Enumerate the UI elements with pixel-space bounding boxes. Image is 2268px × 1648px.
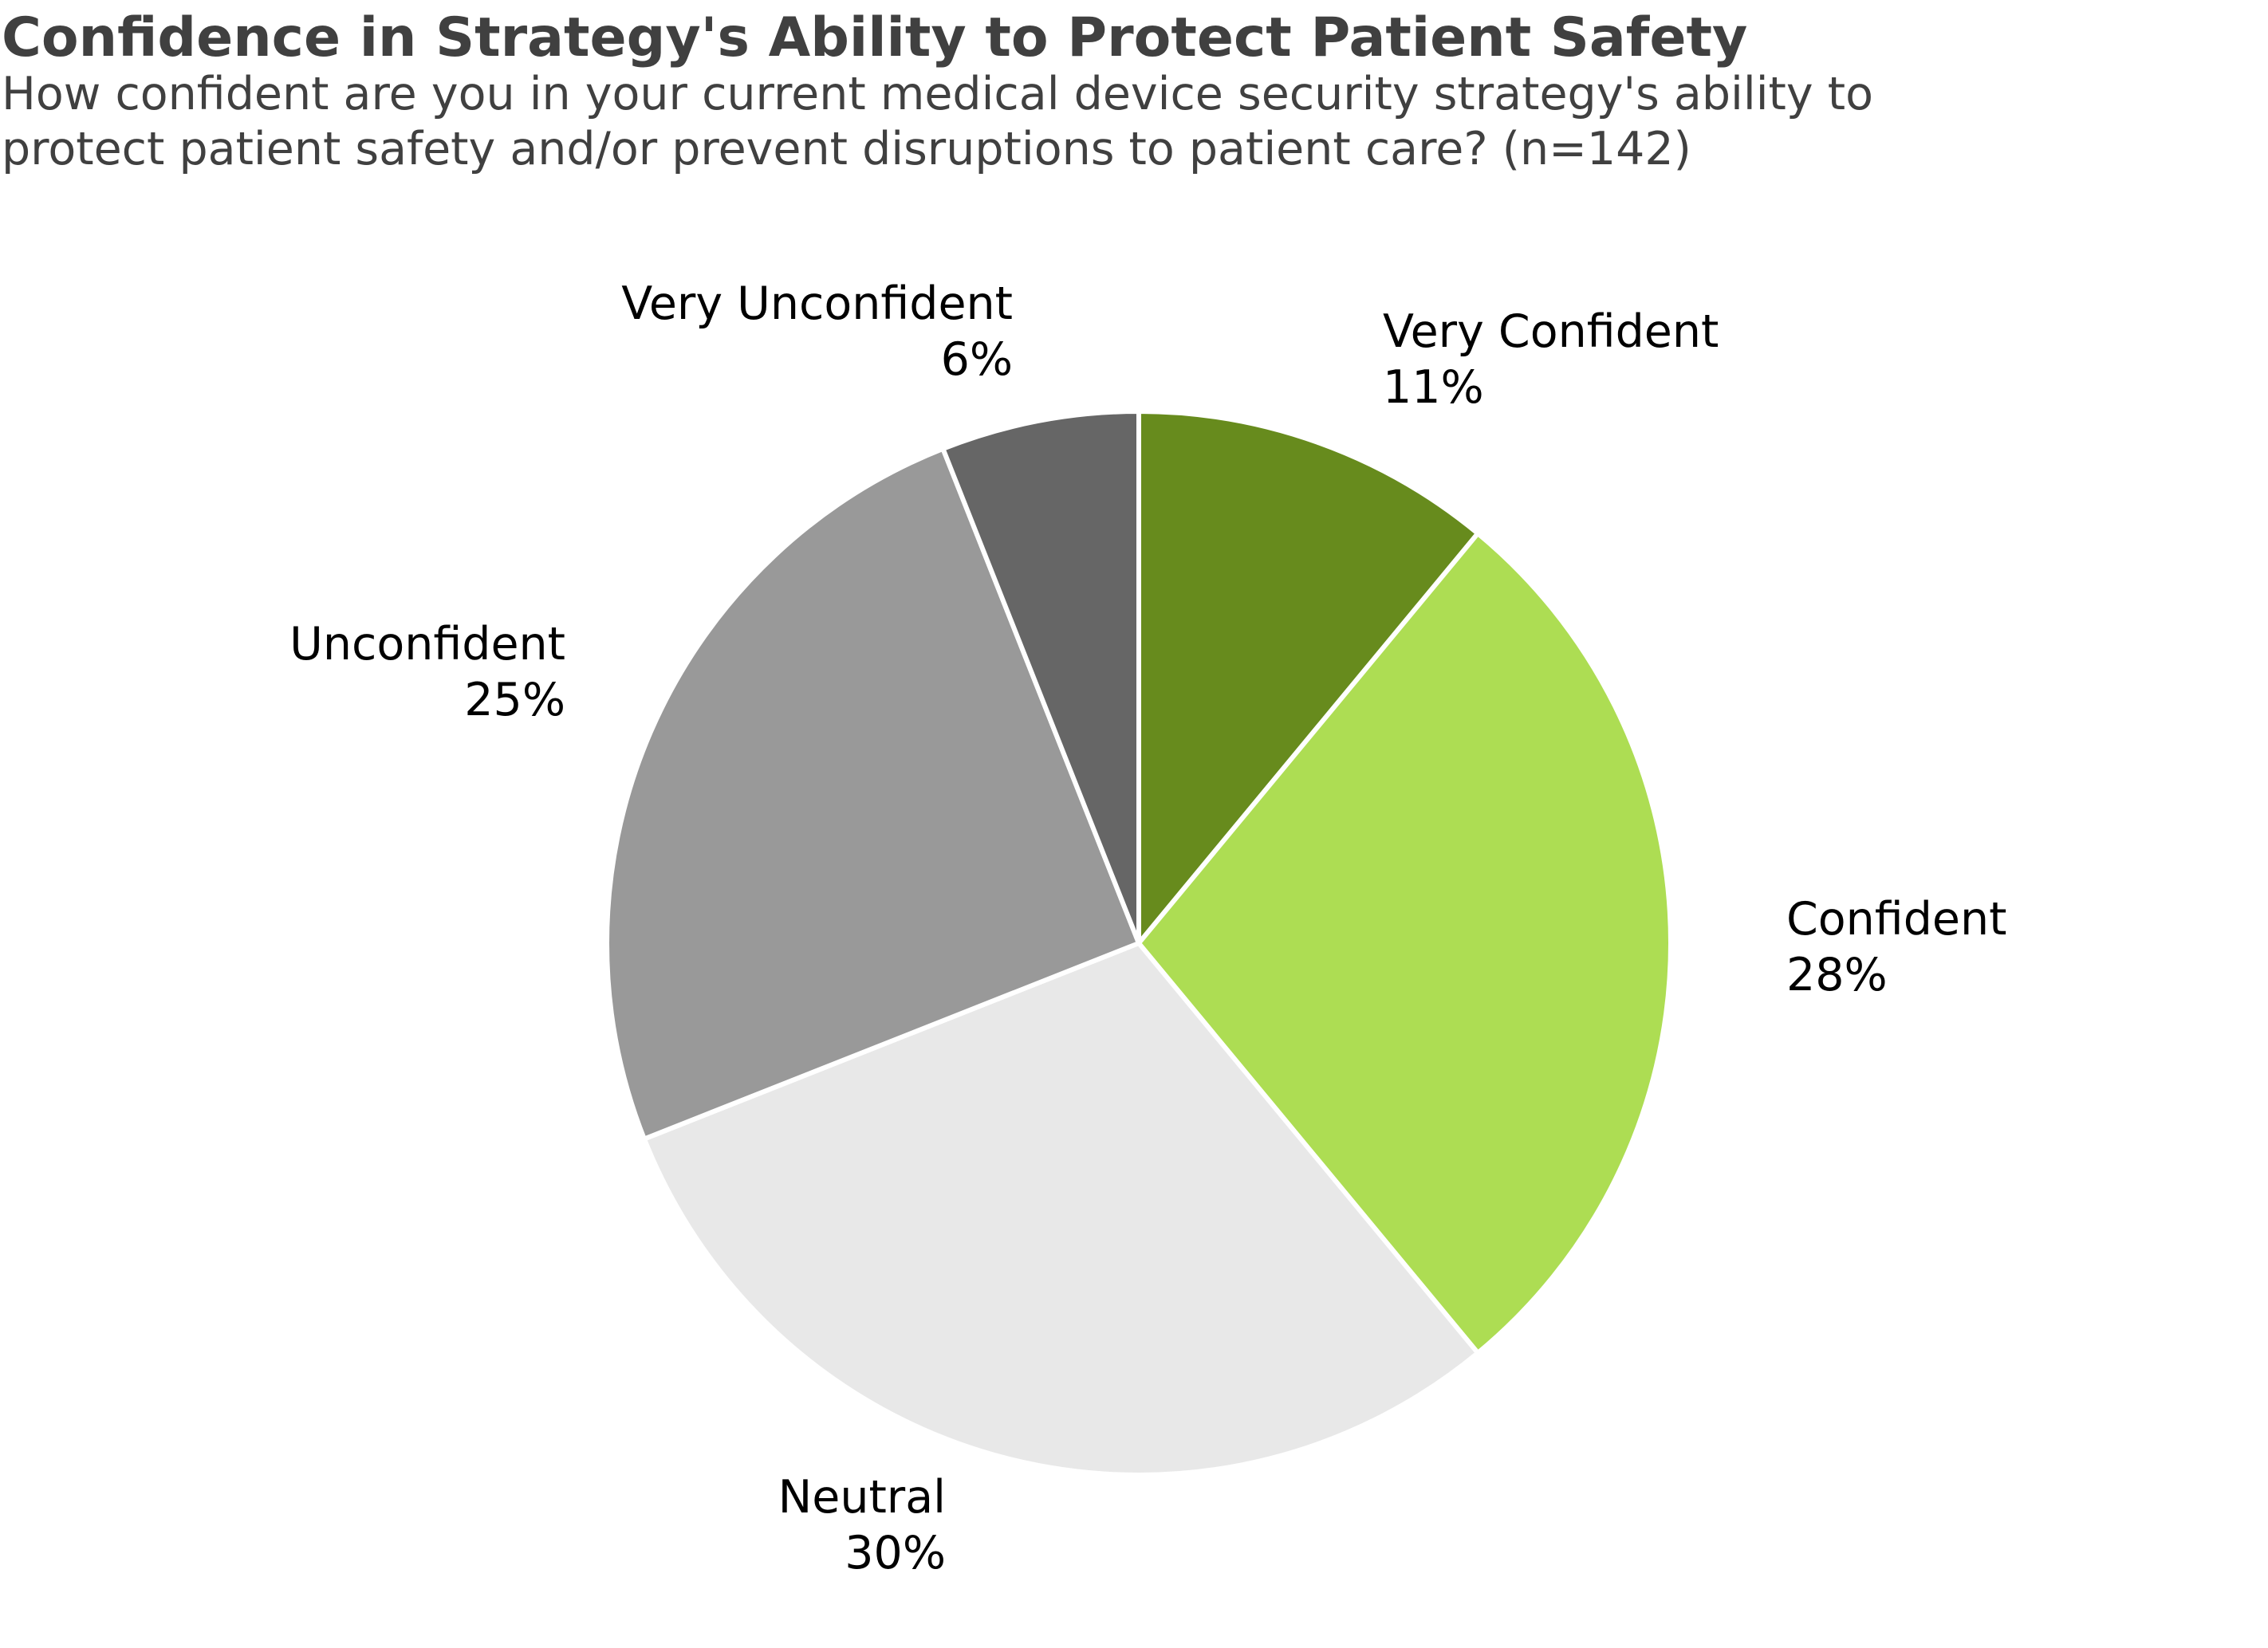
slice-value-unconfident: 25% xyxy=(464,674,565,726)
slice-label-neutral: Neutral xyxy=(778,1471,946,1524)
pie-slice-neutral xyxy=(641,941,1481,1477)
pie-slice-very-confident xyxy=(1136,409,1481,946)
slice-label-confident: Confident xyxy=(1786,893,2006,946)
chart-subtitle-line-2: protect patient safety and/or prevent di… xyxy=(2,123,1691,175)
pie-slice-very-unconfident xyxy=(940,409,1141,946)
slice-value-neutral: 30% xyxy=(845,1527,946,1579)
slice-label-unconfident: Unconfident xyxy=(289,618,565,671)
pie-slice-confident xyxy=(1136,531,1673,1355)
slice-value-very-unconfident: 6% xyxy=(941,333,1013,386)
chart-subtitle: How confident are you in your current me… xyxy=(2,67,1995,177)
chart-title: Confidence in Strategy's Ability to Prot… xyxy=(2,6,1748,69)
pie-slices xyxy=(604,409,1673,1477)
slice-label-very-confident: Very Confident xyxy=(1383,305,1719,358)
slice-value-very-confident: 11% xyxy=(1383,361,1484,414)
slice-label-very-unconfident: Very Unconfident xyxy=(621,277,1013,330)
chart-subtitle-line-1: How confident are you in your current me… xyxy=(2,68,1873,120)
pie-slice-unconfident xyxy=(604,446,1141,1142)
slice-value-confident: 28% xyxy=(1786,949,1888,1001)
